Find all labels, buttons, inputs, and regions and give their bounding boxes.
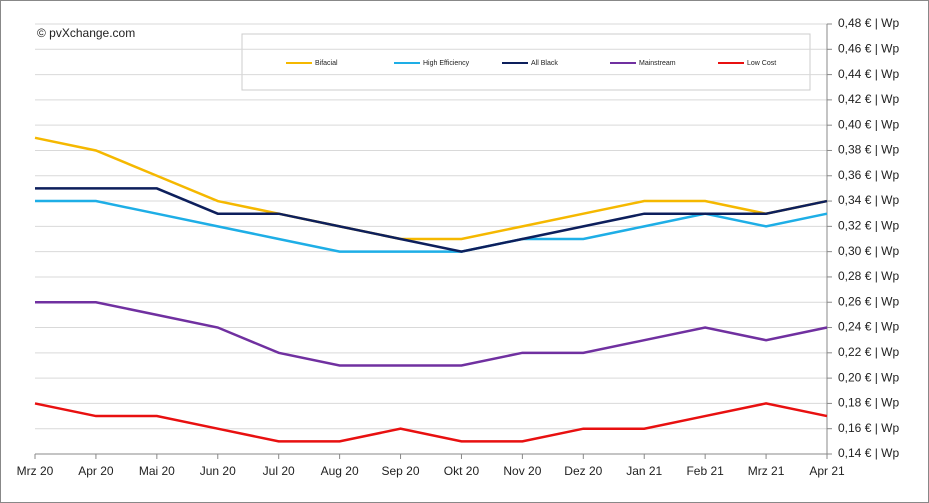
x-tick-label: Feb 21 (686, 464, 724, 478)
series-line (34, 136, 828, 241)
y-tick-label: 0,48 € | Wp (838, 16, 899, 30)
y-tick-label: 0,46 € | Wp (838, 41, 899, 55)
series-line (35, 199, 828, 253)
x-tick-label: Nov 20 (503, 464, 541, 478)
y-tick-label: 0,32 € | Wp (838, 219, 899, 233)
series-line (34, 402, 828, 443)
y-tick-label: 0,30 € | Wp (838, 244, 899, 258)
y-tick-label: 0,18 € | Wp (838, 396, 899, 410)
x-tick-label: Aug 20 (321, 464, 359, 478)
y-tick-label: 0,28 € | Wp (838, 269, 899, 283)
y-tick-label: 0,16 € | Wp (838, 421, 899, 435)
x-tick-label: Jul 20 (263, 464, 295, 478)
y-tick-label: 0,44 € | Wp (838, 67, 899, 81)
y-tick-label: 0,26 € | Wp (838, 294, 899, 308)
y-tick-label: 0,40 € | Wp (838, 117, 899, 131)
x-tick-label: Jun 20 (200, 464, 236, 478)
y-tick-label: 0,20 € | Wp (838, 370, 899, 384)
y-tick-label: 0,38 € | Wp (838, 143, 899, 157)
y-tick-label: 0,42 € | Wp (838, 92, 899, 106)
watermark: © pvXchange.com (37, 26, 135, 40)
x-tick-label: Apr 20 (78, 464, 114, 478)
legend-label: Low Cost (747, 60, 776, 67)
legend-label: Bifacial (315, 60, 338, 67)
x-tick-label: Mrz 21 (748, 464, 785, 478)
x-tick-label: Apr 21 (809, 464, 845, 478)
y-tick-label: 0,14 € | Wp (838, 446, 899, 460)
legend-label: All Black (531, 60, 558, 67)
x-tick-label: Okt 20 (444, 464, 480, 478)
legend-label: Mainstream (639, 60, 676, 67)
y-tick-label: 0,22 € | Wp (838, 345, 899, 359)
series-line (35, 187, 828, 253)
y-tick-label: 0,34 € | Wp (838, 193, 899, 207)
x-tick-label: Sep 20 (382, 464, 420, 478)
y-tick-label: 0,24 € | Wp (838, 320, 899, 334)
x-tick-label: Mrz 20 (17, 464, 54, 478)
legend-label: High Efficiency (423, 60, 470, 67)
x-tick-label: Jan 21 (626, 464, 662, 478)
y-tick-label: 0,36 € | Wp (838, 168, 899, 182)
series-line (35, 300, 828, 367)
x-tick-label: Dez 20 (564, 464, 602, 478)
x-tick-label: Mai 20 (139, 464, 175, 478)
